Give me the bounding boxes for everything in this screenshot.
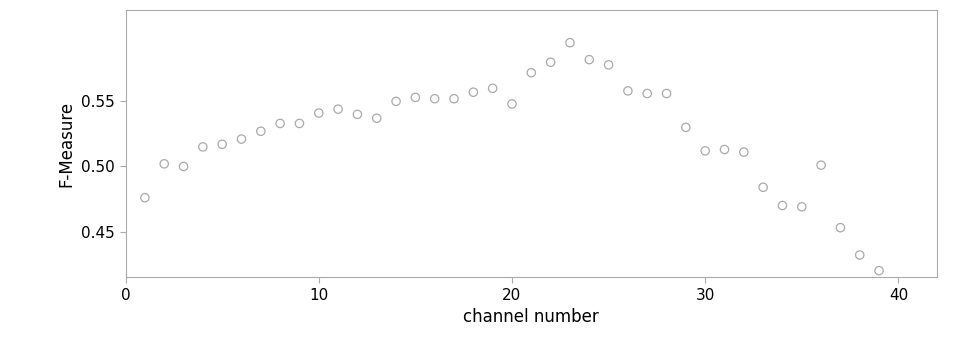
Point xyxy=(137,195,153,200)
Point xyxy=(717,147,732,152)
Point xyxy=(678,125,694,130)
Point xyxy=(330,106,346,112)
Point xyxy=(195,144,211,150)
Point xyxy=(485,86,500,91)
Point xyxy=(388,99,404,104)
Point xyxy=(524,70,539,75)
X-axis label: channel number: channel number xyxy=(464,308,599,326)
Point xyxy=(350,112,365,117)
Point xyxy=(871,268,887,273)
Point xyxy=(813,163,829,168)
Point xyxy=(253,128,269,134)
Point xyxy=(272,121,288,126)
Point xyxy=(311,110,327,116)
Point xyxy=(562,40,578,45)
Point xyxy=(214,142,230,147)
Point xyxy=(794,204,810,210)
Point xyxy=(852,252,867,258)
Point xyxy=(156,161,172,167)
Point xyxy=(639,91,655,96)
Point xyxy=(369,116,384,121)
Point xyxy=(910,294,925,299)
Point xyxy=(427,96,442,101)
Y-axis label: F-Measure: F-Measure xyxy=(58,101,76,187)
Point xyxy=(736,149,752,155)
Point xyxy=(775,203,790,208)
Point xyxy=(234,137,249,142)
Point xyxy=(659,91,674,96)
Point xyxy=(755,185,771,190)
Point xyxy=(504,101,520,106)
Point xyxy=(697,148,713,153)
Point xyxy=(176,164,191,169)
Point xyxy=(292,121,307,126)
Point xyxy=(466,90,481,95)
Point xyxy=(543,59,558,65)
Point xyxy=(833,225,848,231)
Point xyxy=(582,57,597,62)
Point xyxy=(620,88,636,94)
Point xyxy=(446,96,462,101)
Point xyxy=(408,95,423,100)
Point xyxy=(891,297,906,302)
Point xyxy=(601,62,616,68)
